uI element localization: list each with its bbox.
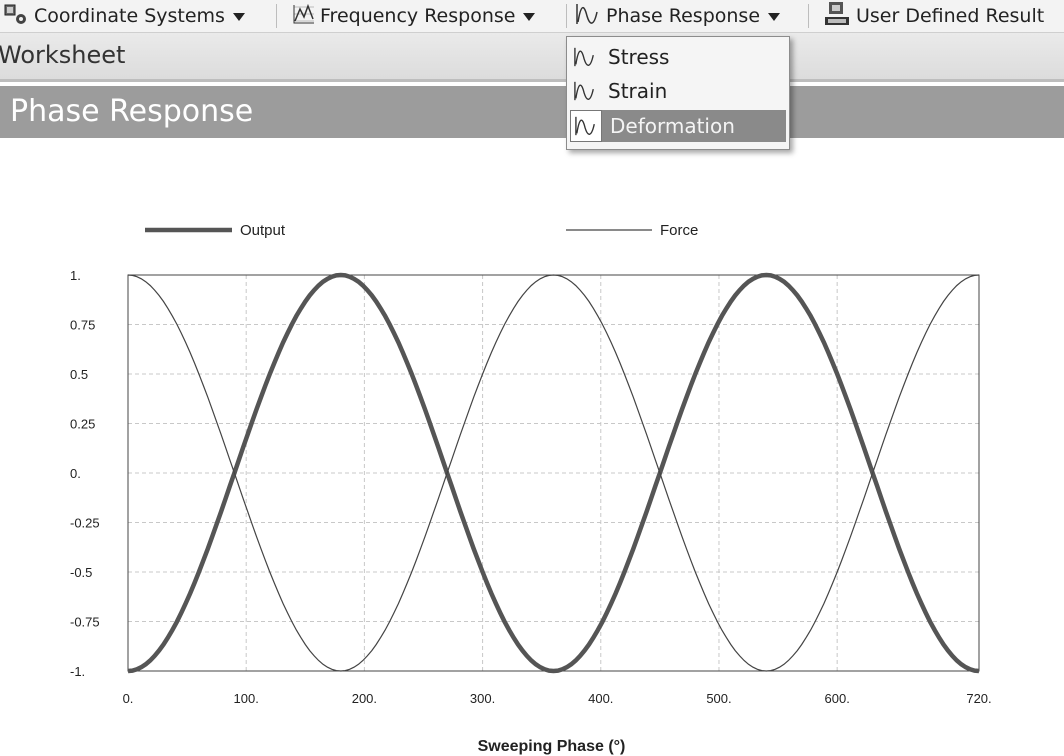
toolbar-divider xyxy=(566,4,567,28)
x-tick-label: 0. xyxy=(123,691,134,706)
phase-response-icon xyxy=(570,42,600,72)
user-defined-result-icon xyxy=(822,1,852,32)
x-tick-label: 200. xyxy=(352,691,377,706)
chevron-down-icon xyxy=(523,13,536,21)
y-tick-label: -0.75 xyxy=(70,615,100,630)
x-axis-label: Sweeping Phase (°) xyxy=(478,738,626,755)
worksheet-title: Worksheet xyxy=(0,41,126,69)
legend-label-output: Output xyxy=(240,222,286,239)
coordinate-systems-label: Coordinate Systems xyxy=(34,5,225,27)
y-tick-label: 0.25 xyxy=(70,417,95,432)
page-title: Phase Response xyxy=(10,94,254,129)
frequency-response-icon xyxy=(292,3,316,30)
y-tick-label: -1. xyxy=(70,664,85,679)
dropdown-item-label: Deformation xyxy=(610,114,735,138)
frequency-response-menu[interactable]: Frequency Response xyxy=(292,0,536,32)
x-tick-label: 300. xyxy=(470,691,495,706)
dropdown-item-strain[interactable]: Strain xyxy=(570,75,786,107)
series-line-force xyxy=(127,274,980,672)
x-tick-label: 100. xyxy=(234,691,259,706)
series-line-output xyxy=(127,272,980,674)
y-tick-label: 0. xyxy=(70,466,81,481)
y-tick-label: 0.75 xyxy=(70,318,95,333)
phase-response-header: Phase Response xyxy=(0,86,1064,138)
legend-label-force: Force xyxy=(660,222,698,239)
coordinate-systems-menu[interactable]: Coordinate Systems xyxy=(2,0,245,32)
y-tick-label: 1. xyxy=(70,268,81,283)
toolbar: Coordinate Systems Frequency Response Ph… xyxy=(0,0,1064,33)
phase-response-dropdown: Stress Strain Deformation xyxy=(566,36,790,150)
y-tick-label: -0.5 xyxy=(70,565,92,580)
phase-response-menu[interactable]: Phase Response xyxy=(574,0,781,32)
worksheet-bar: Worksheet xyxy=(0,33,1064,82)
phase-response-icon xyxy=(570,76,600,106)
toolbar-divider xyxy=(276,4,277,28)
dropdown-item-deformation[interactable]: Deformation xyxy=(570,110,786,142)
user-defined-result-label: User Defined Result xyxy=(856,5,1045,27)
frequency-response-label: Frequency Response xyxy=(320,5,516,27)
x-tick-label: 600. xyxy=(825,691,850,706)
dropdown-item-label: Stress xyxy=(608,45,670,69)
x-tick-label: 400. xyxy=(588,691,613,706)
y-tick-label: -0.25 xyxy=(70,516,100,531)
chevron-down-icon xyxy=(768,13,781,21)
dropdown-item-label: Strain xyxy=(608,79,668,103)
phase-response-icon xyxy=(574,2,602,31)
user-defined-result-button[interactable]: User Defined Result xyxy=(822,0,1044,32)
coordinate-systems-icon xyxy=(2,3,30,30)
chevron-down-icon xyxy=(232,13,245,21)
phase-response-icon xyxy=(570,110,602,142)
y-tick-label: 0.5 xyxy=(70,367,88,382)
x-tick-label: 500. xyxy=(706,691,731,706)
dropdown-item-stress[interactable]: Stress xyxy=(570,41,786,73)
phase-response-chart: 0. 100. 200. 300. 400. 500. 600. 720. 1. 0.75 0.5 0… xyxy=(70,222,992,755)
phase-response-label: Phase Response xyxy=(606,5,761,27)
x-tick-label: 720. xyxy=(966,691,991,706)
toolbar-divider xyxy=(808,4,809,28)
